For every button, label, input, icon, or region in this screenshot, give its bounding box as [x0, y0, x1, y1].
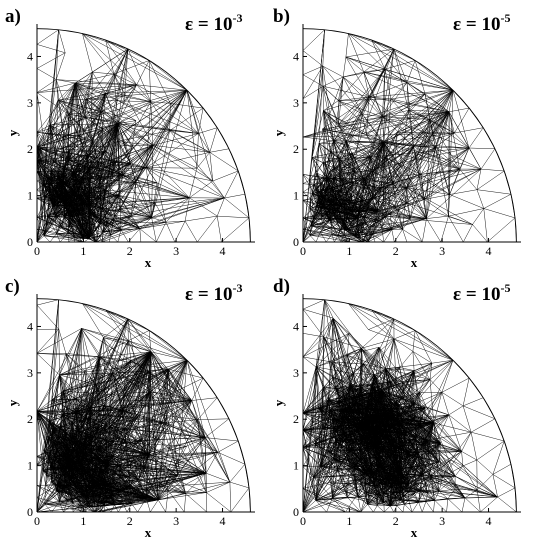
x-axis-label: x [145, 525, 152, 540]
mesh [36, 299, 251, 513]
x-tick-label: 2 [393, 244, 399, 258]
panel-label: c) [5, 276, 20, 297]
y-tick-label: 0 [293, 235, 299, 249]
y-tick-label: 4 [293, 49, 299, 63]
x-tick-label: 2 [127, 514, 133, 528]
x-tick-label: 4 [486, 244, 492, 258]
mesh-edges [302, 299, 517, 513]
y-tick-label: 4 [27, 49, 33, 63]
panel-b: 0 1 2 3 4 0 1 2 3 4 x y b) ε = 10-5 [271, 6, 521, 270]
y-tick-label: 1 [293, 459, 299, 473]
panel-label: d) [273, 276, 290, 297]
axis-ticks: 0 1 2 3 4 0 1 2 3 4 [27, 49, 226, 258]
y-tick-label: 1 [293, 189, 299, 203]
axis-ticks: 0 1 2 3 4 0 1 2 3 4 [293, 319, 492, 528]
mesh-edges [302, 29, 517, 243]
x-axis-label: x [411, 255, 418, 270]
y-tick-label: 2 [293, 142, 299, 156]
y-axis-label: y [271, 129, 286, 136]
epsilon-label: ε = 10-5 [453, 11, 510, 35]
x-tick-label: 3 [439, 514, 445, 528]
y-tick-label: 2 [27, 412, 33, 426]
domain-boundary [36, 298, 251, 513]
mesh-edges [36, 299, 251, 513]
x-tick-label: 4 [220, 244, 226, 258]
panel-label: b) [273, 6, 290, 27]
y-tick-label: 3 [27, 96, 33, 110]
mesh [302, 29, 517, 243]
y-tick-label: 3 [293, 366, 299, 380]
y-axis-label: y [5, 129, 20, 136]
mesh [302, 299, 517, 513]
y-tick-label: 0 [27, 505, 33, 519]
x-tick-label: 0 [300, 514, 306, 528]
domain-boundary [36, 28, 251, 243]
x-tick-label: 4 [220, 514, 226, 528]
domain-boundary [302, 28, 517, 243]
domain-boundary [302, 298, 517, 513]
x-tick-label: 2 [393, 514, 399, 528]
y-tick-label: 1 [27, 189, 33, 203]
x-tick-label: 0 [34, 514, 40, 528]
panel-d: 0 1 2 3 4 0 1 2 3 4 x y d) ε = 10-5 [271, 276, 521, 540]
y-tick-label: 0 [293, 505, 299, 519]
y-tick-label: 0 [27, 235, 33, 249]
y-tick-label: 4 [293, 319, 299, 333]
axis-ticks: 0 1 2 3 4 0 1 2 3 4 [27, 319, 226, 528]
x-tick-label: 3 [439, 244, 445, 258]
x-axis-label: x [411, 525, 418, 540]
y-tick-label: 1 [27, 459, 33, 473]
y-tick-label: 3 [27, 366, 33, 380]
y-axis-label: y [271, 399, 286, 406]
x-tick-label: 1 [346, 514, 352, 528]
mesh-edges [36, 29, 251, 243]
x-tick-label: 3 [173, 514, 179, 528]
panel-a: 0 1 2 3 4 0 1 2 3 4 x y a) ε = 10-3 [5, 6, 255, 270]
epsilon-label: ε = 10-3 [185, 11, 242, 35]
x-tick-label: 0 [34, 244, 40, 258]
epsilon-label: ε = 10-3 [185, 281, 242, 305]
y-tick-label: 4 [27, 319, 33, 333]
y-axis-label: y [5, 399, 20, 406]
y-tick-label: 3 [293, 96, 299, 110]
x-axis-label: x [145, 255, 152, 270]
mesh [36, 29, 251, 243]
x-tick-label: 1 [346, 244, 352, 258]
epsilon-label: ε = 10-5 [453, 281, 510, 305]
x-tick-label: 2 [127, 244, 133, 258]
x-tick-label: 1 [80, 244, 86, 258]
y-tick-label: 2 [293, 412, 299, 426]
x-tick-label: 0 [300, 244, 306, 258]
x-tick-label: 4 [486, 514, 492, 528]
x-tick-label: 3 [173, 244, 179, 258]
axis-ticks: 0 1 2 3 4 0 1 2 3 4 [293, 49, 492, 258]
panel-c: 0 1 2 3 4 0 1 2 3 4 x y c) ε = 10-3 [5, 276, 255, 540]
panel-label: a) [5, 6, 21, 27]
x-tick-label: 1 [80, 514, 86, 528]
y-tick-label: 2 [27, 142, 33, 156]
